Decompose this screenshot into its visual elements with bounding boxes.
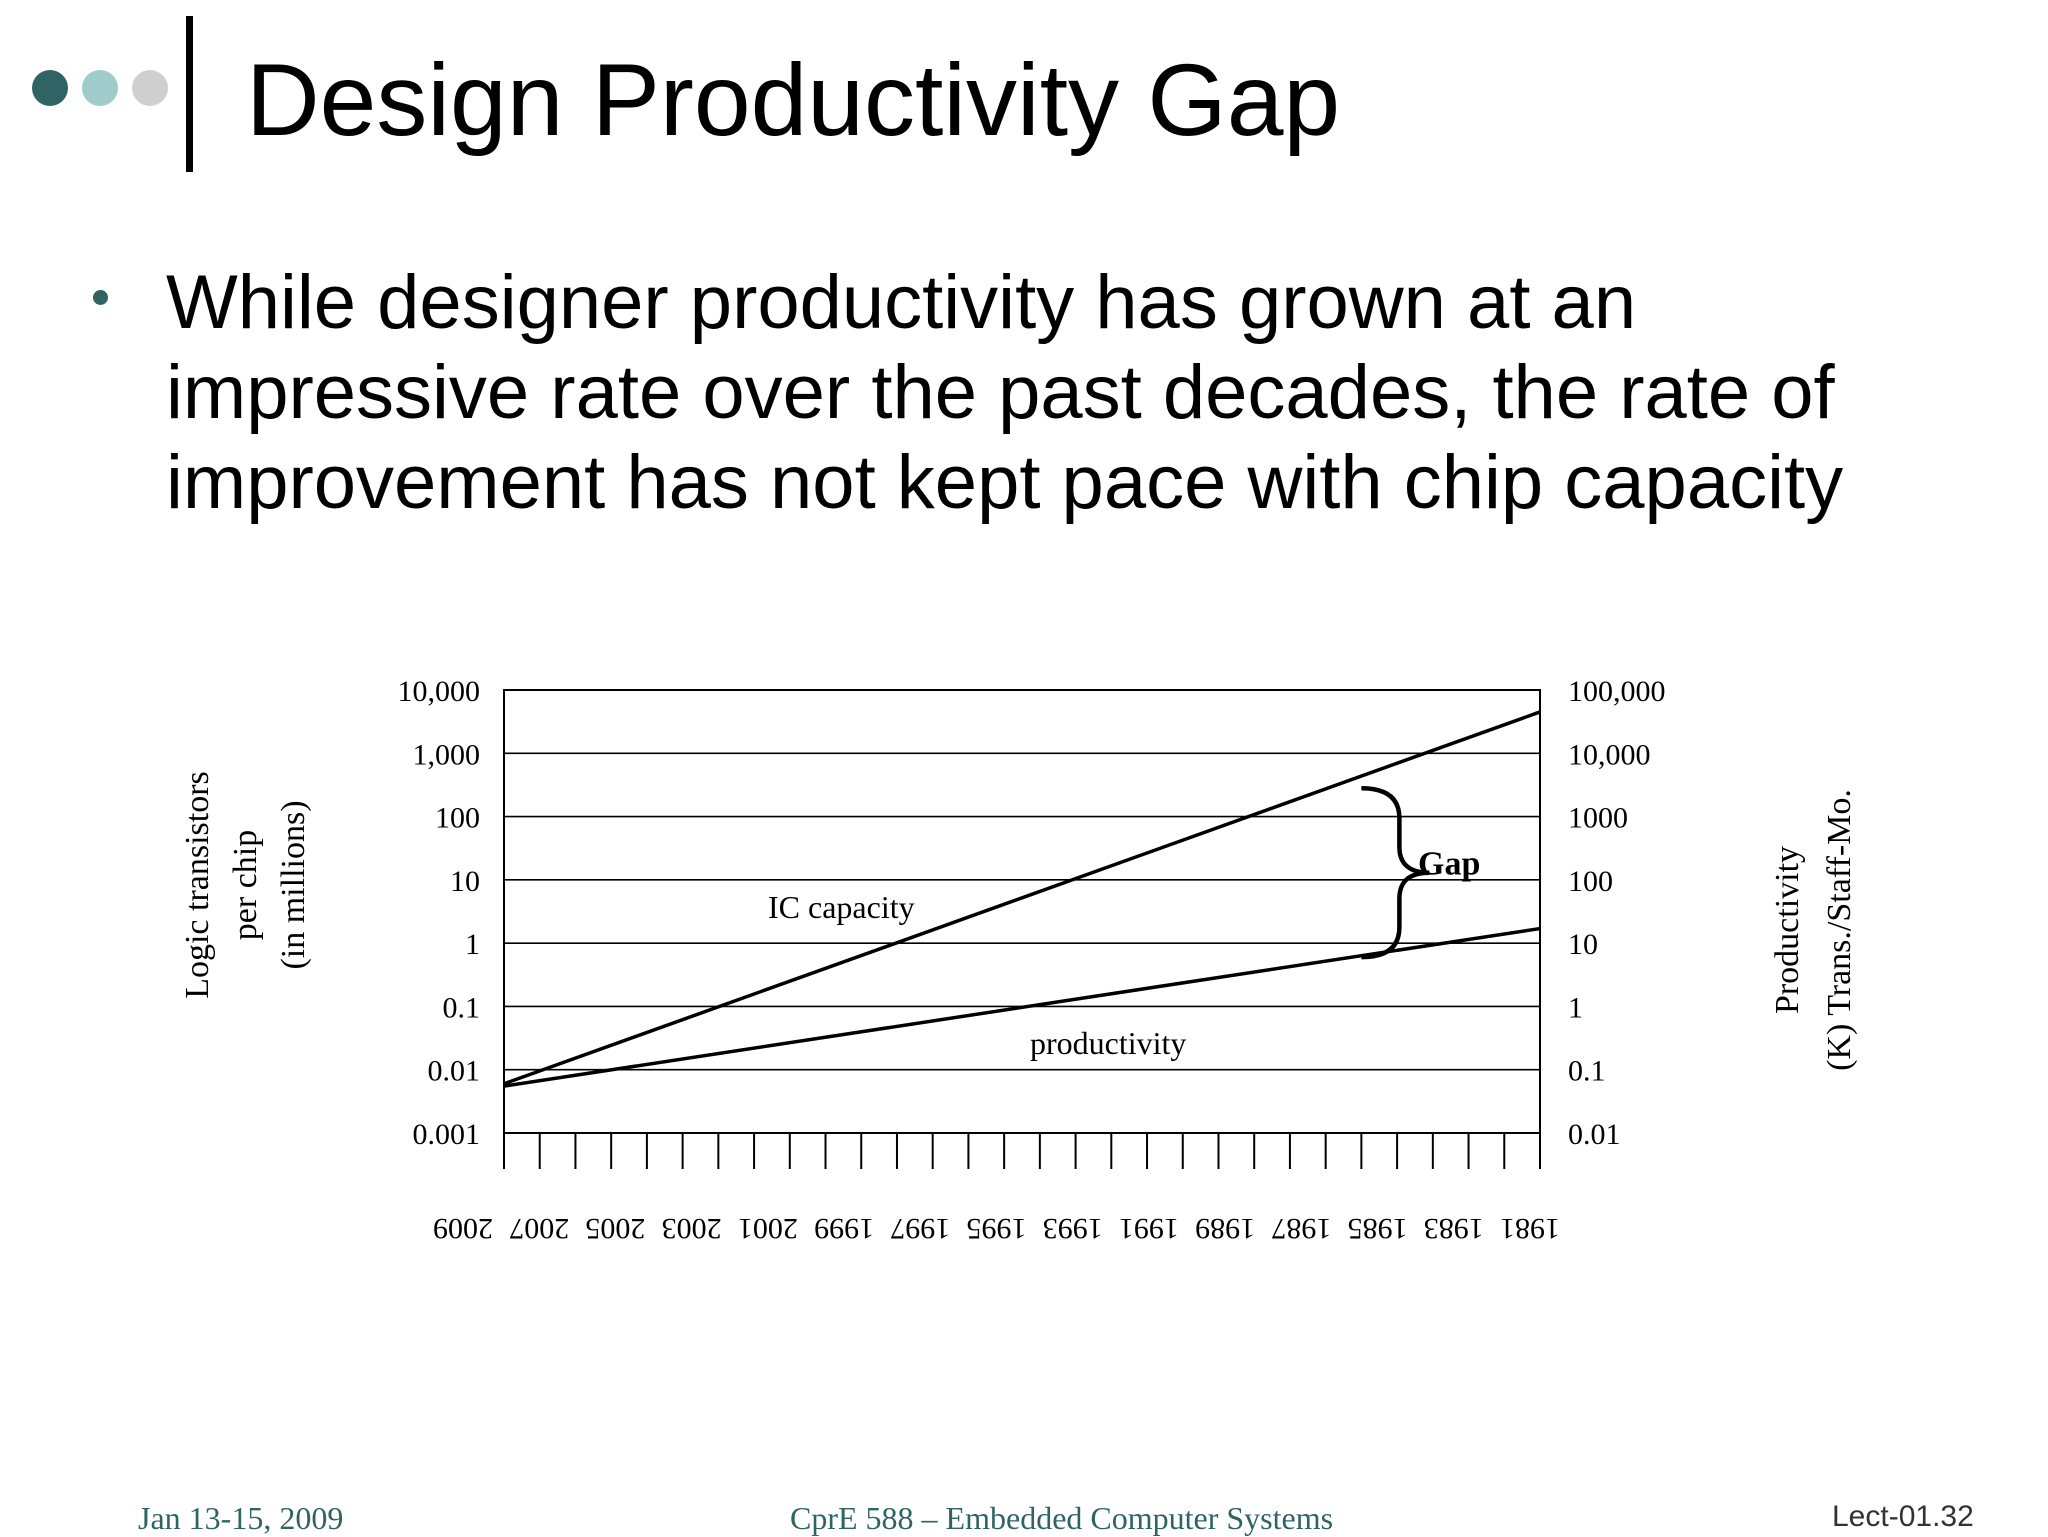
x-tick-label: 2009 [433, 1212, 493, 1245]
dot-teal [82, 70, 118, 106]
y-right-tick-label: 1000 [1568, 802, 1628, 835]
y-left-tick-label: 0.1 [443, 991, 481, 1024]
y-left-tick-label: 10 [450, 865, 480, 898]
x-tick-label: 2001 [738, 1212, 798, 1245]
footer-course: CprE 588 – Embedded Computer Systems [790, 1500, 1334, 1536]
x-tick-label: 1985 [1348, 1212, 1408, 1245]
bullet-text: While designer productivity has grown at… [166, 258, 1946, 528]
y-right-tick-label: 0.1 [1568, 1055, 1606, 1088]
y-right-tick-label: 10 [1568, 928, 1598, 961]
y-left-axis-label: Logic transistors [179, 771, 216, 999]
footer-date: Jan 13-15, 2009 [138, 1500, 344, 1536]
y-right-tick-label: 100 [1568, 865, 1613, 898]
x-tick-label: 2003 [662, 1212, 722, 1245]
plot-frame [503, 689, 1541, 1134]
bullet-line-2: impressive rate over the past decades, t… [166, 350, 1835, 435]
productivity-label: productivity [1030, 1025, 1186, 1061]
x-tick-label: 1995 [967, 1212, 1027, 1245]
x-tick-label: 2007 [509, 1212, 569, 1245]
y-right-axis-label: (K) Trans./Staff-Mo. [1821, 789, 1858, 1071]
title-divider [186, 16, 193, 172]
dot-dark [32, 70, 68, 106]
y-left-tick-label: 0.001 [413, 1118, 481, 1151]
y-left-tick-label: 10,000 [398, 675, 481, 708]
y-left-axis-label: (in millions) [275, 800, 312, 969]
ic-capacity-line [503, 710, 1541, 1086]
bullet-line-1: While designer productivity has grown at… [166, 260, 1637, 345]
x-tick-label: 1981 [1500, 1212, 1560, 1245]
gap-label: Gap [1418, 846, 1480, 883]
x-tick-label: 1993 [1043, 1212, 1103, 1245]
x-tick-label: 1987 [1271, 1212, 1331, 1245]
y-right-tick-label: 10,000 [1568, 738, 1651, 771]
footer-slide-number: Lect-01.32 [1832, 1500, 1974, 1533]
x-tick-label: 1999 [814, 1212, 874, 1245]
y-left-axis-label: per chip [227, 830, 264, 940]
x-tick-label: 1997 [890, 1212, 950, 1245]
y-left-tick-label: 1,000 [413, 738, 481, 771]
dot-gray [132, 70, 168, 106]
y-left-tick-label: 1 [465, 928, 480, 961]
bullet-marker [93, 290, 108, 305]
x-tick-label: 1991 [1119, 1212, 1179, 1245]
y-left-tick-label: 100 [435, 802, 480, 835]
y-right-tick-label: 0.01 [1568, 1118, 1621, 1151]
x-tick-label: 2005 [585, 1212, 645, 1245]
x-tick-label: 1989 [1195, 1212, 1255, 1245]
ic-capacity-label: IC capacity [768, 889, 915, 925]
y-right-axis-label: Productivity [1769, 846, 1806, 1014]
slide-title: Design Productivity Gap [246, 43, 1341, 157]
x-tick-label: 1983 [1424, 1212, 1484, 1245]
y-right-tick-label: 100,000 [1568, 675, 1666, 708]
y-left-tick-label: 0.01 [428, 1055, 481, 1088]
y-right-tick-label: 1 [1568, 991, 1583, 1024]
bullet-line-3: improvement has not kept pace with chip … [166, 440, 1844, 525]
